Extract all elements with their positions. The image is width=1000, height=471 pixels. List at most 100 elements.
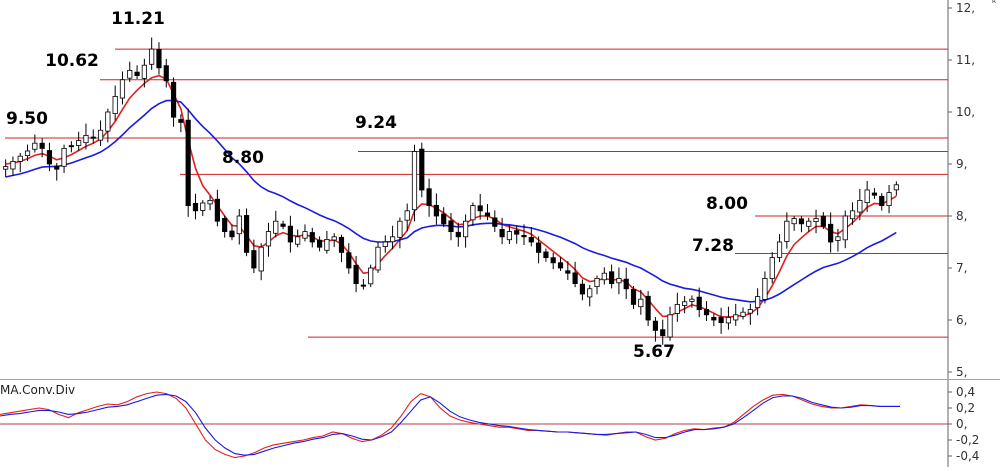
candle [550, 252, 556, 270]
candle [747, 303, 753, 325]
macd-tick-label: 0, [956, 417, 967, 431]
candle [295, 229, 301, 248]
candle [192, 193, 199, 220]
candle [32, 134, 38, 153]
candle [251, 239, 257, 274]
macd-tick-label: 0,4 [956, 385, 975, 399]
candle [214, 189, 220, 227]
candle [660, 319, 666, 345]
candle [492, 210, 498, 232]
candle [17, 152, 23, 173]
candle [331, 233, 337, 248]
candle [127, 61, 133, 83]
candle [141, 58, 147, 88]
candle [46, 142, 53, 172]
price-annotation-label: 8.80 [222, 148, 264, 168]
candle [76, 131, 82, 151]
candle [119, 71, 126, 105]
candle [463, 214, 469, 248]
candle [90, 129, 96, 144]
candle [207, 195, 213, 211]
candle [338, 234, 345, 263]
candle [813, 209, 819, 234]
candle [448, 213, 454, 241]
candle [156, 42, 162, 75]
price-annotation-label: 11.21 [111, 9, 165, 29]
candle [170, 77, 177, 127]
candle [820, 212, 826, 230]
candle [594, 275, 600, 295]
candle [784, 212, 790, 249]
candle [806, 217, 812, 232]
price-tick-label: 9, [956, 157, 967, 171]
candle [236, 209, 242, 245]
price-tick-label: 10, [956, 105, 975, 119]
candle [630, 285, 637, 309]
axis-corner-mark: ᴿ [992, 0, 996, 9]
candle [302, 224, 308, 242]
candle [711, 313, 717, 327]
price-tick-label: 6, [956, 313, 967, 327]
candle [222, 215, 228, 238]
candle [755, 288, 761, 316]
candle [411, 144, 418, 222]
candle [455, 222, 461, 247]
candle [682, 296, 688, 314]
candle [769, 252, 775, 284]
candle [572, 261, 578, 288]
candle [105, 108, 111, 143]
candle [390, 225, 396, 250]
candle [10, 156, 16, 176]
candle [265, 222, 272, 257]
candle [689, 295, 695, 308]
candle [579, 279, 586, 301]
price-annotation-label: 10.62 [45, 51, 99, 71]
candle [185, 108, 191, 217]
candle [316, 236, 323, 252]
candle [499, 217, 505, 245]
candle [97, 120, 104, 147]
candle [419, 142, 425, 198]
candle [842, 210, 848, 249]
candle [3, 159, 9, 178]
price-tick-label: 7, [956, 261, 967, 275]
candle [740, 307, 746, 320]
candle [229, 224, 235, 241]
candle [879, 193, 885, 211]
candle [54, 162, 60, 181]
candle [243, 208, 250, 257]
candle [638, 289, 644, 315]
candle [477, 193, 483, 220]
candle [791, 215, 797, 231]
candle [134, 65, 140, 80]
candle [441, 207, 447, 228]
price-tick-label: 5, [956, 365, 967, 379]
candle [674, 292, 680, 322]
candle [521, 224, 527, 246]
candle [68, 141, 74, 153]
macd-tick-label: -0,4 [956, 449, 979, 463]
candle [718, 307, 724, 334]
candle [696, 287, 702, 318]
price-annotation-label: 5.67 [633, 342, 675, 362]
candle [893, 181, 899, 196]
candle [623, 267, 629, 299]
candle [733, 303, 739, 326]
candle [725, 306, 732, 330]
candle [470, 202, 476, 226]
indicator-title: MA.Conv.Div [0, 383, 75, 397]
candle [645, 291, 651, 326]
candle [309, 227, 315, 248]
candle [368, 264, 374, 288]
price-annotation-label: 9.24 [355, 113, 397, 133]
candle [273, 210, 279, 238]
candle [324, 230, 330, 254]
candle [616, 267, 622, 295]
price-tick-label: 11, [956, 53, 975, 67]
candle [484, 204, 491, 221]
candle [652, 317, 659, 342]
candle [601, 267, 607, 285]
candle [24, 144, 31, 161]
